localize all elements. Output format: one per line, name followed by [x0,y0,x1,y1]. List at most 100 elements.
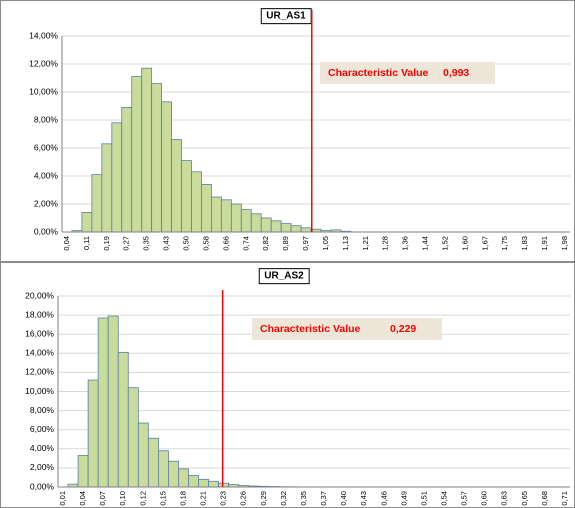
x-tick-label: 0,27 [122,236,131,251]
y-tick-label: 8,00% [34,114,59,124]
x-tick-label: 0,40 [339,491,348,506]
bar [188,475,199,488]
title-box [258,268,310,285]
bar [230,203,242,233]
x-tick-label: 1,13 [341,236,350,251]
bar [240,209,252,233]
bar [147,437,159,488]
x-tick-label: 0,04 [78,491,87,506]
bar [260,217,272,233]
bar [181,160,192,233]
bar [121,107,133,233]
x-tick-label: 0,49 [399,491,408,506]
bar [151,83,163,233]
bar [211,196,222,233]
x-tick-label: 0,71 [560,491,569,506]
y-tick-label: 0,00% [34,226,59,236]
x-tick-label: 0,43 [359,491,368,506]
annotation-text: Characteristic Value [260,323,361,335]
x-tick-label: 0,57 [460,491,469,506]
y-tick-label: 4,00% [34,170,59,180]
x-tick-label: 0,51 [419,491,428,506]
x-tick-label: 1,75 [500,236,509,251]
bar [97,317,109,488]
x-tick-label: 0,19 [102,236,111,251]
x-tick-label: 0,11 [82,236,91,250]
bar [91,174,103,233]
bar [280,223,292,233]
x-tick-label: 1,60 [460,236,469,251]
x-tick-label: 0,68 [540,491,549,506]
annotation-value: 0,993 [443,67,469,79]
x-tick-label: 1,83 [520,236,529,251]
y-tick-label: 14,00% [29,30,58,40]
x-tick-label: 1,36 [401,236,410,251]
bar [218,482,230,488]
bar [201,183,212,233]
bar [168,460,179,488]
x-tick-label: 0,46 [379,491,388,506]
x-tick-label: 0,15 [158,491,167,506]
x-tick-label: 0,07 [98,491,107,506]
x-tick-label: 0,29 [259,491,268,506]
x-tick-label: 0,21 [199,491,208,506]
x-tick-label: 1,98 [560,236,569,251]
y-tick-label: 18,00% [25,309,54,319]
x-tick-label: 0,97 [301,236,310,251]
bar [171,139,182,233]
annotation-text: Characteristic Value [328,67,429,79]
x-tick-label: 0,66 [221,236,230,251]
bar [161,101,172,233]
bar [107,315,119,488]
y-tick-label: 2,00% [30,462,55,472]
bar [270,220,282,233]
x-tick-label: 0,04 [62,236,71,251]
y-tick-label: 4,00% [30,443,55,453]
y-tick-label: 10,00% [29,86,58,96]
x-tick-label: 0,89 [281,236,290,251]
bar [220,199,232,233]
x-tick-label: 0,12 [138,491,147,506]
y-tick-label: 8,00% [30,405,55,415]
x-tick-label: 0,50 [181,236,190,251]
bar [127,387,139,488]
x-tick-label: 0,10 [118,491,127,506]
y-tick-label: 20,00% [25,290,54,300]
bar [300,227,312,233]
x-tick-label: 1,52 [440,236,449,251]
chart-title: UR_AS2 [264,271,304,282]
annotation-box [320,62,495,84]
bar [117,351,129,488]
x-tick-label: 1,91 [540,236,549,251]
x-tick-label: 0,18 [178,491,187,506]
x-tick-label: 0,37 [319,491,328,506]
x-tick-label: 0,23 [219,491,228,506]
y-tick-label: 12,00% [25,367,54,377]
bar [250,213,262,233]
x-tick-label: 0,43 [162,236,171,251]
bar [137,422,149,488]
y-tick-label: 14,00% [25,348,54,358]
x-tick-label: 1,44 [421,236,430,251]
x-tick-label: 0,60 [480,491,489,506]
bar [191,171,202,233]
bar [111,122,123,233]
annotation-value: 0,229 [390,323,416,335]
x-tick-label: 0,82 [261,236,270,251]
y-tick-label: 0,00% [30,481,55,491]
bar [198,478,209,488]
x-tick-label: 1,05 [321,236,330,251]
x-tick-label: 1,28 [381,236,390,251]
x-tick-label: 0,54 [439,491,448,506]
x-tick-label: 0,32 [279,491,288,506]
bar [131,76,143,233]
y-tick-label: 6,00% [34,142,59,152]
chart-title: UR_AS1 [266,11,306,22]
bar [81,211,93,233]
bar [87,379,99,488]
bar [141,67,153,233]
bar [101,143,113,233]
x-tick-label: 0,63 [500,491,509,506]
x-tick-label: 0,65 [520,491,529,506]
